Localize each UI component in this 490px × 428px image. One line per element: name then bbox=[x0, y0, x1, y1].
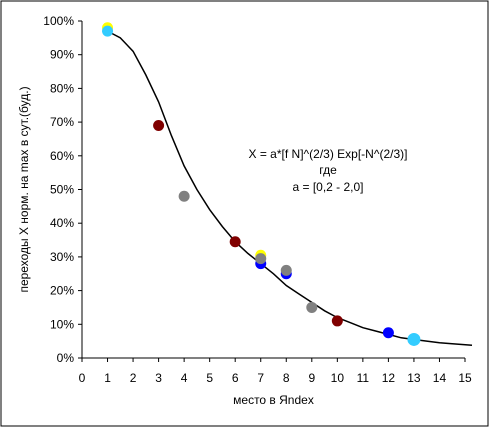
annotation-background bbox=[238, 143, 420, 197]
x-tick-label: 0 bbox=[79, 371, 86, 385]
curve-layer bbox=[107, 30, 473, 346]
data-point bbox=[382, 327, 394, 339]
axes-layer: 0%10%20%30%40%50%60%70%80%90%100%0 1 2 3 4 5 6… bbox=[43, 14, 472, 385]
data-point bbox=[229, 236, 241, 248]
x-tick-label: 14 bbox=[433, 371, 447, 385]
y-tick-label: 70% bbox=[50, 115, 74, 129]
x-tick-label: 1 bbox=[104, 371, 111, 385]
y-tick-label: 0% bbox=[57, 351, 75, 365]
annotation-line: X = a*[f N]^(2/3) Exp[-N^(2/3)] bbox=[249, 147, 408, 161]
y-tick-label: 50% bbox=[50, 183, 74, 197]
y-tick-label: 10% bbox=[50, 317, 74, 331]
y-tick-label: 60% bbox=[50, 149, 74, 163]
x-tick-label: 10 bbox=[331, 371, 345, 385]
data-point bbox=[331, 315, 343, 327]
y-tick-label: 80% bbox=[50, 81, 74, 95]
data-point bbox=[255, 253, 267, 265]
annotation-line: a = [0,2 - 2,0] bbox=[292, 180, 363, 194]
x-tick-label: 5 bbox=[206, 371, 213, 385]
data-point bbox=[280, 264, 292, 276]
y-axis-title: переходы X норм. на max в сут.(буд.) bbox=[17, 86, 31, 292]
x-tick-label: 13 bbox=[407, 371, 421, 385]
data-point bbox=[102, 25, 114, 37]
y-tick-label: 100% bbox=[43, 14, 74, 28]
points-layer bbox=[102, 22, 421, 346]
data-point bbox=[178, 190, 190, 202]
x-tick-label: 15 bbox=[458, 371, 472, 385]
annotation-line: где bbox=[319, 163, 337, 177]
x-axis-title: место в Яndex bbox=[233, 393, 314, 407]
x-tick-label: 4 bbox=[181, 371, 188, 385]
x-tick-label: 2 bbox=[130, 371, 137, 385]
y-tick-label: 40% bbox=[50, 216, 74, 230]
x-tick-label: 9 bbox=[308, 371, 315, 385]
data-point bbox=[407, 332, 421, 346]
x-tick-label: 3 bbox=[155, 371, 162, 385]
x-tick-label: 11 bbox=[357, 371, 370, 385]
x-tick-label: 6 bbox=[232, 371, 239, 385]
x-tick-label: 8 bbox=[283, 371, 290, 385]
data-point bbox=[306, 301, 318, 313]
x-tick-label: 12 bbox=[382, 371, 396, 385]
y-tick-label: 20% bbox=[50, 284, 74, 298]
data-point bbox=[153, 119, 165, 131]
x-tick-label: 7 bbox=[257, 371, 264, 385]
annotation-box: X = a*[f N]^(2/3) Exp[-N^(2/3)] где a = … bbox=[238, 143, 420, 197]
y-tick-label: 30% bbox=[50, 250, 74, 264]
y-tick-label: 90% bbox=[50, 48, 74, 62]
fit-curve bbox=[107, 30, 473, 346]
